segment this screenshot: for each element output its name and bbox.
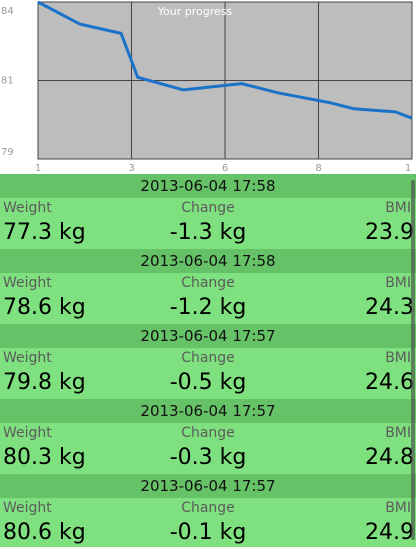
y-tick-label: 81 (1, 76, 14, 87)
y-tick-label: 84 (1, 6, 14, 17)
x-tick-label: 8 (315, 163, 321, 174)
change-label: Change (181, 425, 235, 441)
change-value: -0.1 kg (169, 520, 247, 545)
bmi-label: BMI (385, 425, 411, 441)
x-tick-label: 6 (222, 163, 228, 174)
bmi-value: 24.3 (365, 295, 414, 320)
change-value: -0.5 kg (169, 370, 247, 395)
y-tick-label: 79 (1, 147, 14, 158)
entry-datetime: 2013-06-04 17:57 (0, 474, 416, 498)
chart-title: Your progress (157, 5, 233, 18)
bmi-label: BMI (385, 350, 411, 366)
x-tick-label: 3 (128, 163, 134, 174)
entry-datetime: 2013-06-04 17:57 (0, 399, 416, 423)
weight-value: 80.3 kg (3, 445, 86, 470)
log-entry[interactable]: 2013-06-04 17:58 Weight Change BMI 78.6 … (0, 249, 416, 324)
weight-value: 77.3 kg (3, 220, 86, 245)
bmi-value: 24.8 (365, 445, 414, 470)
entry-body: Weight Change BMI 78.6 kg -1.2 kg 24.3 (0, 273, 416, 324)
log-entry[interactable]: 2013-06-04 17:57 Weight Change BMI 80.6 … (0, 474, 416, 547)
weight-value: 79.8 kg (3, 370, 86, 395)
plot-border (37, 1, 413, 160)
weight-log-list[interactable]: 2013-06-04 17:58 Weight Change BMI 77.3 … (0, 174, 416, 547)
entry-datetime: 2013-06-04 17:57 (0, 324, 416, 348)
change-label: Change (181, 350, 235, 366)
weight-value: 80.6 kg (3, 520, 86, 545)
weight-value: 78.6 kg (3, 295, 86, 320)
bmi-value: 24.9 (365, 520, 414, 545)
bmi-label: BMI (385, 275, 411, 291)
change-value: -1.3 kg (169, 220, 247, 245)
weight-label: Weight (3, 200, 52, 216)
entry-body: Weight Change BMI 77.3 kg -1.3 kg 23.9 (0, 198, 416, 249)
progress-chart: Your progress 84 81 79 1 3 6 8 1 (0, 0, 416, 174)
weight-label: Weight (3, 425, 52, 441)
series-line (37, 0, 413, 120)
weight-label: Weight (3, 350, 52, 366)
list-scrollbar[interactable] (411, 180, 415, 540)
change-value: -0.3 kg (169, 445, 247, 470)
log-entry[interactable]: 2013-06-04 17:58 Weight Change BMI 77.3 … (0, 174, 416, 249)
log-entry[interactable]: 2013-06-04 17:57 Weight Change BMI 80.3 … (0, 399, 416, 474)
entry-datetime: 2013-06-04 17:58 (0, 249, 416, 273)
change-label: Change (181, 275, 235, 291)
log-entry[interactable]: 2013-06-04 17:57 Weight Change BMI 79.8 … (0, 324, 416, 399)
entry-body: Weight Change BMI 80.6 kg -0.1 kg 24.9 (0, 498, 416, 547)
x-tick-label: 1 (35, 163, 41, 174)
weight-label: Weight (3, 500, 52, 516)
entry-body: Weight Change BMI 79.8 kg -0.5 kg 24.6 (0, 348, 416, 399)
entry-datetime: 2013-06-04 17:58 (0, 174, 416, 198)
bmi-value: 24.6 (365, 370, 414, 395)
change-value: -1.2 kg (169, 295, 247, 320)
weight-label: Weight (3, 275, 52, 291)
change-label: Change (181, 200, 235, 216)
x-tick-label: 1 (405, 163, 411, 174)
bmi-label: BMI (385, 200, 411, 216)
bmi-value: 23.9 (365, 220, 414, 245)
change-label: Change (181, 500, 235, 516)
bmi-label: BMI (385, 500, 411, 516)
entry-body: Weight Change BMI 80.3 kg -0.3 kg 24.8 (0, 423, 416, 474)
